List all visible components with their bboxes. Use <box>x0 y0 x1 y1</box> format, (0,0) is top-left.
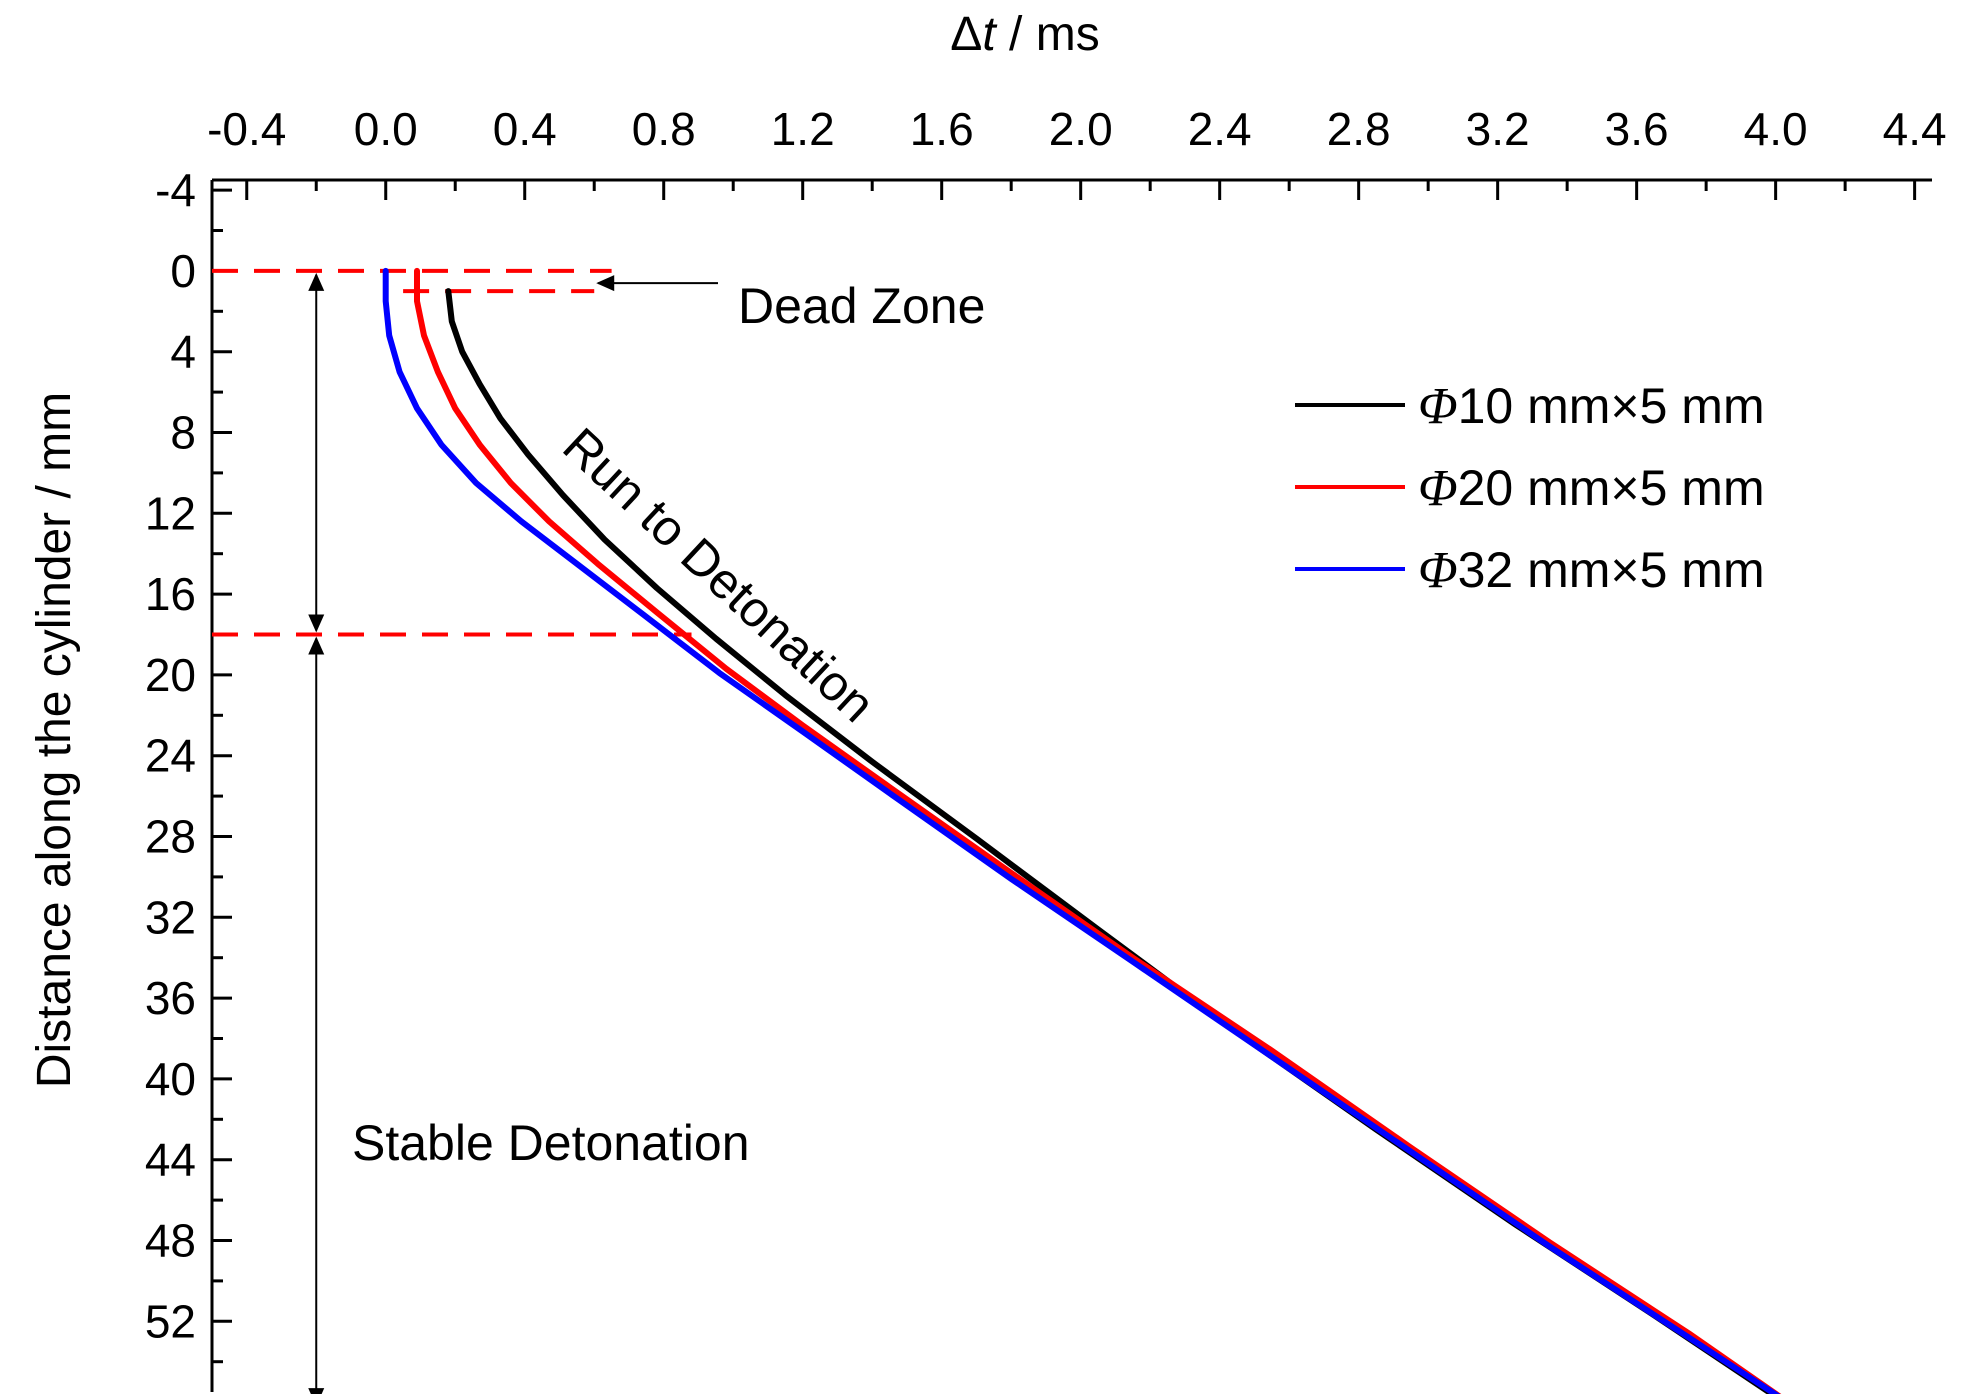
y-tick-label: 8 <box>170 407 196 459</box>
x-tick-label: -0.4 <box>207 103 286 155</box>
annotation-stable-detonation: Stable Detonation <box>352 1115 750 1171</box>
legend-phi-symbol: Φ <box>1418 542 1458 599</box>
legend-label: 32 mm×5 mm <box>1458 542 1765 598</box>
y-tick-label: 4 <box>170 326 196 378</box>
y-tick-label: 28 <box>145 811 196 863</box>
legend-entry: Φ20 mm×5 mm <box>1418 460 1765 517</box>
y-tick-label: 44 <box>145 1134 196 1186</box>
x-axis-title-var: t <box>982 8 997 61</box>
y-tick-label: 48 <box>145 1215 196 1267</box>
x-tick-label: 4.0 <box>1744 103 1808 155</box>
annotation-run-to-detonation: Run to Detonation <box>552 417 885 733</box>
x-tick-label: 1.6 <box>910 103 974 155</box>
y-tick-label: 32 <box>145 891 196 943</box>
legend-label: 20 mm×5 mm <box>1458 460 1765 516</box>
y-tick-label: 36 <box>145 972 196 1024</box>
y-tick-label: 12 <box>145 487 196 539</box>
y-tick-label: 20 <box>145 649 196 701</box>
series-line <box>382 267 1781 1394</box>
arrow-head <box>308 1388 325 1394</box>
y-tick-label: 52 <box>145 1295 196 1347</box>
y-tick-label: 16 <box>145 568 196 620</box>
x-tick-label: 4.4 <box>1883 103 1947 155</box>
reference-lines <box>212 268 692 637</box>
x-tick-label: 2.0 <box>1049 103 1113 155</box>
legend-entry: Φ32 mm×5 mm <box>1418 542 1765 599</box>
x-axis-title-prefix: Δ <box>950 8 982 61</box>
x-tick-label: 3.6 <box>1605 103 1669 155</box>
y-tick-label: -4 <box>155 164 196 216</box>
x-axis-title: Δt / ms <box>950 8 1099 61</box>
y-tick-label: 24 <box>145 730 196 782</box>
x-axis-title-unit: / ms <box>996 8 1100 61</box>
y-axis-title: Distance along the cylinder / mm <box>28 392 81 1088</box>
legend-phi-symbol: Φ <box>1418 378 1458 435</box>
annotation-dead-zone: Dead Zone <box>738 278 985 334</box>
x-tick-label: 1.2 <box>771 103 835 155</box>
legend-entry: Φ10 mm×5 mm <box>1418 378 1765 435</box>
axes: -0.4 0.0 0.4 0.8 1.2 1.6 2.0 2.4 2.8 3.2 3.6 4.0 4.4… <box>145 103 1947 1392</box>
arrow-head <box>308 272 325 291</box>
x-tick-label: 2.4 <box>1188 103 1252 155</box>
x-tick-label: 0.8 <box>632 103 696 155</box>
series-line <box>414 267 1782 1394</box>
arrow-head <box>596 275 615 292</box>
y-tick-label: 0 <box>170 245 196 297</box>
arrow-head <box>308 614 325 633</box>
arrow-head <box>308 636 325 655</box>
y-tick-label: 40 <box>145 1053 196 1105</box>
x-tick-label: 2.8 <box>1327 103 1391 155</box>
legend-label: 10 mm×5 mm <box>1458 378 1765 434</box>
series-group <box>382 267 1782 1394</box>
annotation-arrows <box>308 272 718 1394</box>
legend-phi-symbol: Φ <box>1418 460 1458 517</box>
x-tick-label: 0.0 <box>354 103 418 155</box>
series-line <box>445 288 1778 1394</box>
x-tick-label: 3.2 <box>1466 103 1530 155</box>
x-tick-label: 0.4 <box>493 103 557 155</box>
